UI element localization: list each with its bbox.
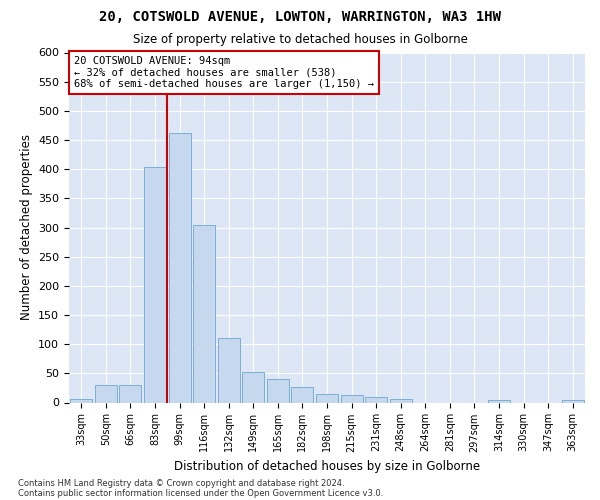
Bar: [267, 379, 289, 402]
Bar: [341, 395, 362, 402]
Bar: [70, 399, 92, 402]
Bar: [119, 385, 142, 402]
Text: Size of property relative to detached houses in Golborne: Size of property relative to detached ho…: [133, 32, 467, 46]
Bar: [218, 338, 240, 402]
Text: 20 COTSWOLD AVENUE: 94sqm
← 32% of detached houses are smaller (538)
68% of semi: 20 COTSWOLD AVENUE: 94sqm ← 32% of detac…: [74, 56, 374, 89]
Bar: [562, 400, 584, 402]
Y-axis label: Number of detached properties: Number of detached properties: [20, 134, 32, 320]
Bar: [144, 168, 166, 402]
Bar: [292, 387, 313, 402]
Text: Contains public sector information licensed under the Open Government Licence v3: Contains public sector information licen…: [18, 488, 383, 498]
X-axis label: Distribution of detached houses by size in Golborne: Distribution of detached houses by size …: [174, 460, 480, 473]
Bar: [193, 224, 215, 402]
Bar: [95, 385, 117, 402]
Bar: [316, 394, 338, 402]
Text: Contains HM Land Registry data © Crown copyright and database right 2024.: Contains HM Land Registry data © Crown c…: [18, 478, 344, 488]
Bar: [169, 133, 191, 402]
Bar: [242, 372, 265, 402]
Bar: [365, 396, 387, 402]
Bar: [389, 399, 412, 402]
Bar: [488, 400, 510, 402]
Text: 20, COTSWOLD AVENUE, LOWTON, WARRINGTON, WA3 1HW: 20, COTSWOLD AVENUE, LOWTON, WARRINGTON,…: [99, 10, 501, 24]
